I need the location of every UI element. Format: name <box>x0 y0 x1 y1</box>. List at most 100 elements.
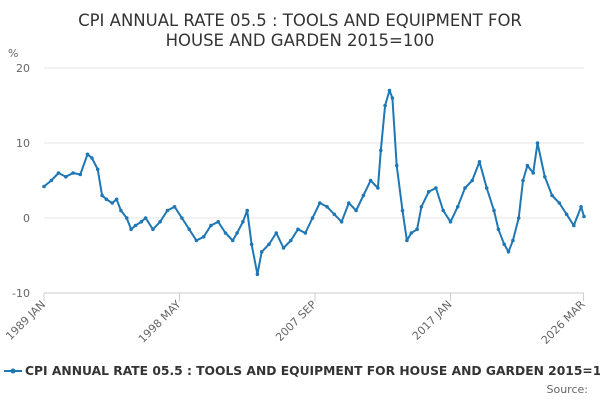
y-axis-ticks: -10 0 10 20 <box>12 62 30 300</box>
data-point <box>187 227 191 232</box>
data-point <box>506 250 511 254</box>
x-tick-label: 2026 MAR <box>539 298 588 347</box>
data-point <box>354 208 358 213</box>
data-point <box>492 208 496 213</box>
data-point <box>441 208 446 213</box>
data-point <box>274 231 279 235</box>
data-point <box>124 216 129 220</box>
data-point <box>129 227 133 232</box>
data-point <box>296 227 300 232</box>
data-point <box>216 220 220 224</box>
gridlines <box>44 67 584 294</box>
data-point <box>194 238 199 243</box>
data-point <box>470 178 475 183</box>
data-point <box>361 193 366 198</box>
series-layer <box>42 88 586 277</box>
x-tick-label: 2017 JAN <box>410 298 455 343</box>
data-point <box>368 178 373 183</box>
chart-title-line-1: CPI ANNUAL RATE 05.5 : TOOLS AND EQUIPME… <box>78 11 522 30</box>
data-point <box>310 216 315 220</box>
data-point <box>255 272 260 277</box>
data-point <box>104 197 109 202</box>
data-point <box>281 246 286 250</box>
data-point <box>502 242 507 247</box>
data-point <box>531 171 535 175</box>
data-point <box>582 214 586 219</box>
data-point <box>419 205 424 209</box>
data-point <box>90 156 94 160</box>
data-point <box>426 190 431 194</box>
y-tick-label: 0 <box>23 212 30 225</box>
y-tick-label: -10 <box>12 287 30 300</box>
data-point <box>383 103 387 108</box>
y-tick-label: 10 <box>16 137 30 150</box>
data-point <box>496 227 501 232</box>
data-point <box>564 212 569 217</box>
x-tick-label: 1998 MAY <box>136 298 184 346</box>
data-point <box>64 175 68 179</box>
data-point <box>434 186 438 190</box>
data-point <box>110 201 114 205</box>
legend[interactable]: CPI ANNUAL RATE 05.5 : TOOLS AND EQUIPME… <box>4 364 600 378</box>
data-point <box>241 220 245 224</box>
data-point <box>151 227 155 232</box>
data-point <box>347 201 351 205</box>
y-tick-label: 20 <box>16 62 30 75</box>
data-point <box>409 231 414 235</box>
data-point <box>387 88 392 93</box>
data-point <box>223 231 228 235</box>
data-point <box>249 242 254 247</box>
data-point <box>379 148 383 153</box>
data-point <box>139 220 144 224</box>
data-point <box>525 163 530 168</box>
data-point <box>85 152 90 157</box>
data-point <box>318 201 322 205</box>
data-point <box>133 223 138 228</box>
data-point <box>235 231 239 235</box>
data-point <box>78 172 83 177</box>
data-point <box>511 238 515 243</box>
data-point <box>543 175 547 179</box>
data-point <box>332 212 337 217</box>
data-point <box>259 250 264 254</box>
chart-title-line-2: HOUSE AND GARDEN 2015=100 <box>166 31 435 50</box>
legend-dot-marker <box>10 368 16 374</box>
data-point <box>114 197 119 202</box>
data-point <box>209 223 213 228</box>
data-point <box>415 227 419 232</box>
data-point <box>535 141 540 145</box>
x-tick-label: 1989 JAN <box>3 298 48 343</box>
data-point <box>579 205 583 209</box>
data-point <box>516 216 521 220</box>
data-point <box>477 160 482 164</box>
series-line <box>43 89 585 276</box>
data-point <box>289 238 293 243</box>
data-point <box>463 186 467 190</box>
data-point <box>557 201 562 205</box>
y-axis-unit-label: % <box>8 47 18 60</box>
data-point <box>390 96 395 100</box>
data-point <box>394 163 399 168</box>
data-point <box>230 238 235 243</box>
data-point <box>71 171 75 175</box>
data-point <box>325 205 329 209</box>
data-point <box>448 220 453 224</box>
data-point <box>339 220 344 224</box>
data-point <box>484 186 489 190</box>
data-point <box>158 220 162 224</box>
data-point <box>42 184 46 189</box>
data-point <box>143 216 148 220</box>
data-point <box>49 178 54 183</box>
data-point <box>303 231 308 235</box>
data-point <box>550 193 554 198</box>
data-point <box>572 223 576 228</box>
data-point <box>119 208 123 213</box>
data-point <box>180 216 184 220</box>
data-point <box>405 238 409 243</box>
x-tick-label: 2007 SEP <box>273 298 319 344</box>
data-point <box>56 171 61 175</box>
data-point <box>165 208 170 213</box>
data-point <box>201 235 206 239</box>
data-point <box>455 205 460 209</box>
